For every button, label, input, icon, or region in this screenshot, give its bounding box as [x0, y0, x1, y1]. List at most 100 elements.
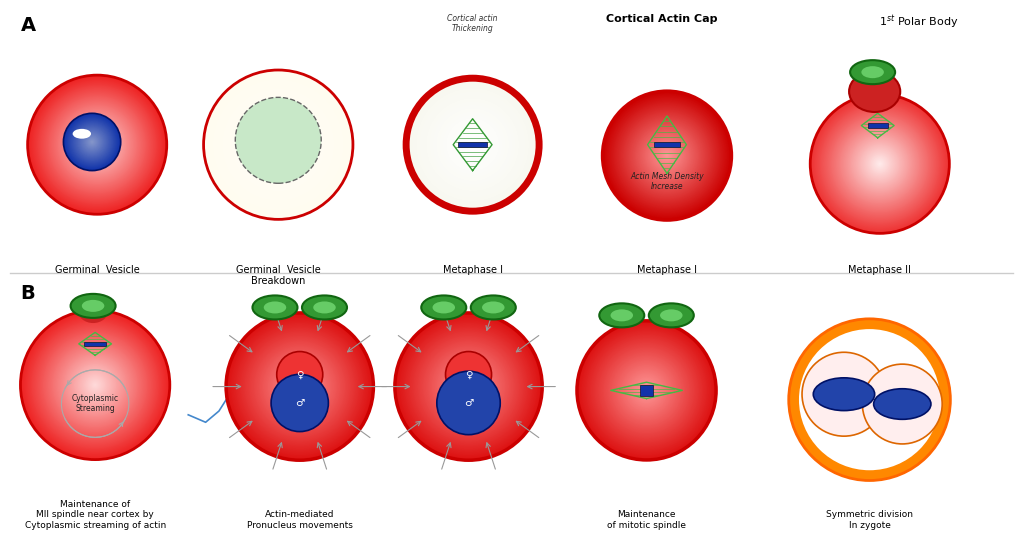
Ellipse shape [403, 322, 534, 452]
Ellipse shape [85, 132, 109, 157]
Ellipse shape [827, 110, 933, 217]
Ellipse shape [209, 75, 348, 214]
Ellipse shape [62, 110, 132, 180]
Ellipse shape [30, 319, 161, 451]
Ellipse shape [265, 132, 292, 158]
Ellipse shape [285, 372, 314, 401]
Ellipse shape [269, 135, 287, 154]
Ellipse shape [33, 323, 158, 447]
Ellipse shape [835, 118, 925, 209]
Ellipse shape [240, 328, 359, 446]
Ellipse shape [619, 107, 715, 204]
Ellipse shape [74, 122, 121, 168]
Ellipse shape [227, 314, 372, 459]
Ellipse shape [816, 100, 943, 228]
Ellipse shape [63, 111, 131, 179]
Ellipse shape [462, 381, 475, 393]
Ellipse shape [56, 346, 134, 424]
Ellipse shape [811, 96, 948, 232]
Ellipse shape [871, 155, 889, 173]
Ellipse shape [61, 109, 133, 181]
Ellipse shape [446, 352, 491, 397]
Ellipse shape [635, 379, 658, 402]
Ellipse shape [614, 358, 679, 423]
Bar [640, 385, 653, 396]
Text: ♀: ♀ [464, 370, 473, 379]
Ellipse shape [269, 356, 330, 417]
Ellipse shape [257, 343, 343, 430]
Ellipse shape [459, 132, 486, 158]
Ellipse shape [271, 137, 285, 152]
Ellipse shape [228, 316, 371, 458]
Ellipse shape [94, 141, 100, 148]
Ellipse shape [244, 111, 312, 179]
Ellipse shape [854, 138, 905, 189]
Ellipse shape [34, 324, 157, 446]
Ellipse shape [42, 89, 152, 200]
Ellipse shape [256, 122, 301, 167]
Ellipse shape [83, 131, 112, 158]
Ellipse shape [265, 352, 335, 421]
Circle shape [660, 310, 682, 322]
Ellipse shape [605, 93, 729, 218]
Bar [84, 342, 106, 346]
Ellipse shape [456, 375, 481, 399]
Ellipse shape [611, 354, 682, 426]
Ellipse shape [71, 118, 124, 171]
Ellipse shape [836, 120, 924, 208]
Ellipse shape [646, 134, 688, 177]
Ellipse shape [603, 346, 691, 435]
Ellipse shape [234, 322, 365, 452]
Ellipse shape [92, 140, 102, 149]
Ellipse shape [436, 353, 501, 420]
Ellipse shape [56, 104, 138, 185]
Ellipse shape [40, 88, 154, 201]
Ellipse shape [89, 379, 101, 391]
Ellipse shape [85, 134, 99, 150]
Ellipse shape [66, 357, 124, 413]
Ellipse shape [39, 87, 155, 203]
Ellipse shape [31, 79, 164, 211]
Ellipse shape [860, 144, 899, 183]
Ellipse shape [296, 383, 304, 390]
Ellipse shape [578, 322, 715, 459]
Ellipse shape [852, 136, 907, 192]
Ellipse shape [406, 324, 531, 449]
Ellipse shape [815, 99, 944, 229]
Ellipse shape [87, 134, 107, 155]
Ellipse shape [862, 146, 897, 181]
Circle shape [649, 304, 694, 328]
Ellipse shape [65, 115, 119, 169]
Ellipse shape [583, 327, 710, 454]
Ellipse shape [211, 78, 346, 212]
Ellipse shape [277, 365, 322, 408]
Ellipse shape [620, 364, 673, 417]
Ellipse shape [612, 355, 681, 425]
Ellipse shape [94, 384, 96, 386]
Ellipse shape [237, 324, 362, 449]
Ellipse shape [251, 337, 349, 436]
Ellipse shape [52, 99, 142, 190]
Text: Maintenance of
MII spindle near cortex by
Cytoplasmic streaming of actin: Maintenance of MII spindle near cortex b… [25, 500, 166, 530]
Ellipse shape [818, 102, 941, 225]
Ellipse shape [639, 383, 654, 397]
Ellipse shape [630, 119, 704, 192]
Ellipse shape [274, 141, 282, 149]
Ellipse shape [88, 138, 96, 146]
Ellipse shape [454, 372, 483, 401]
Ellipse shape [614, 102, 721, 209]
Ellipse shape [28, 318, 163, 452]
Ellipse shape [640, 384, 653, 396]
Ellipse shape [449, 121, 496, 168]
Ellipse shape [77, 127, 107, 157]
Ellipse shape [623, 111, 711, 200]
Ellipse shape [48, 337, 142, 432]
Ellipse shape [271, 358, 328, 415]
Ellipse shape [397, 316, 540, 458]
Ellipse shape [290, 377, 310, 396]
Ellipse shape [606, 94, 728, 217]
Ellipse shape [244, 331, 355, 442]
Ellipse shape [69, 359, 122, 411]
Ellipse shape [246, 333, 354, 441]
Ellipse shape [433, 105, 513, 185]
